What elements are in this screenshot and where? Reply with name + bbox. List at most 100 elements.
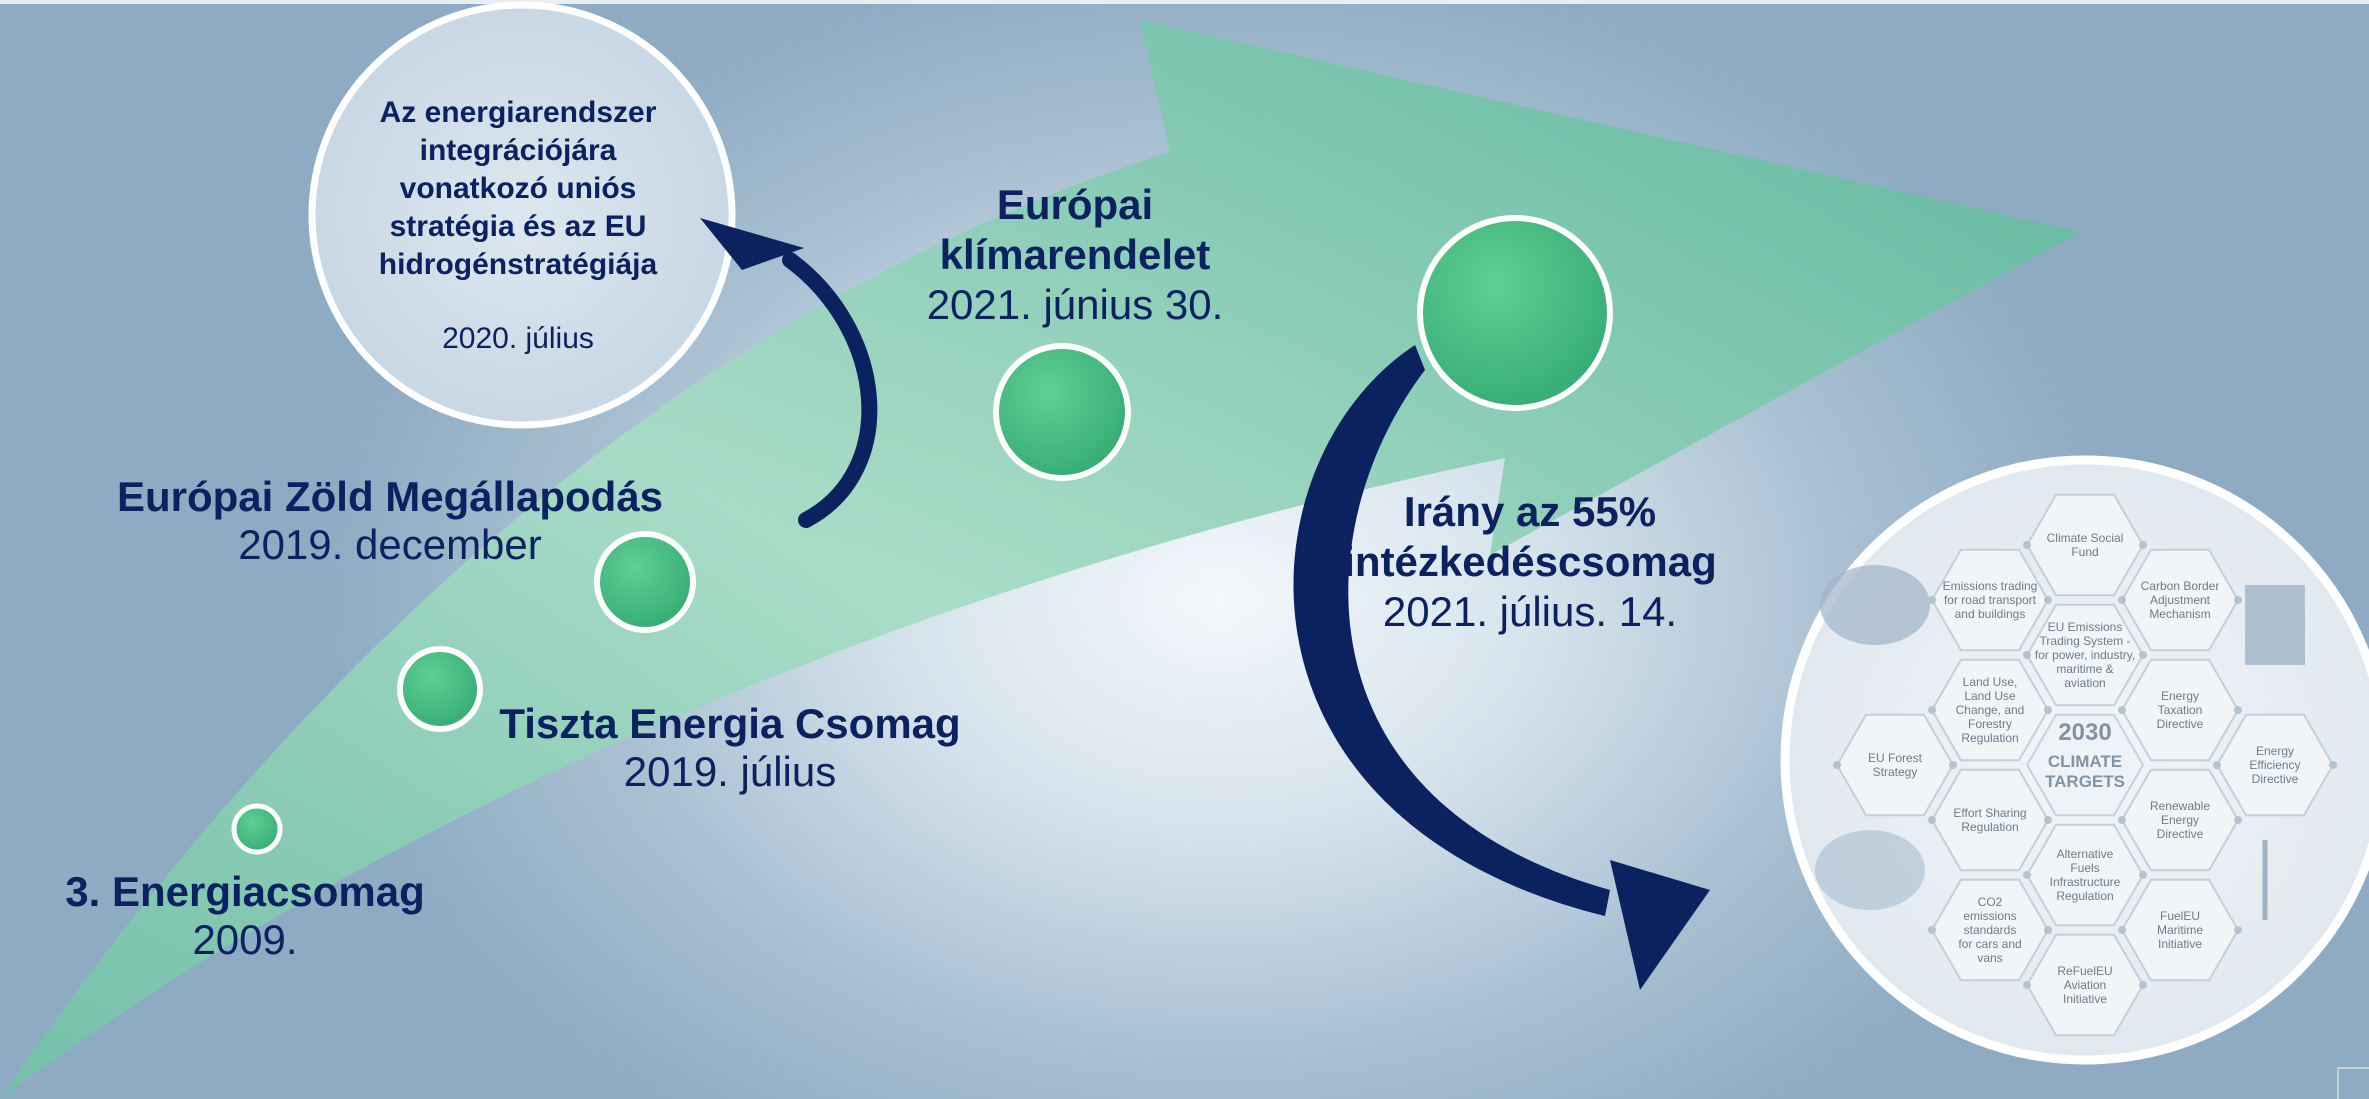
milestone-title-line-1: Irány az 55%: [1403, 488, 1657, 535]
bubble-arrow-shaft: [782, 252, 878, 528]
milestone-date: 2009.: [192, 916, 298, 963]
hex-label: Aviation: [2064, 978, 2106, 992]
hex-label: Mechanism: [2149, 607, 2210, 621]
hex-label: Alternative: [2057, 847, 2114, 861]
hex-label: Change, and: [1956, 703, 2025, 717]
hex-label: Efficiency: [2249, 758, 2300, 772]
hex-label: maritime &: [2056, 662, 2113, 676]
hex-node: [2023, 871, 2031, 879]
hex-node: [2023, 651, 2031, 659]
milestone-dot-2019-jul: [397, 646, 483, 732]
targets-arrow-body: [1293, 345, 1610, 916]
hex-label: Maritime: [2157, 923, 2203, 937]
targets-arrow-head: [1610, 860, 1710, 990]
hex-node: [1928, 706, 1936, 714]
hex-node: [2118, 816, 2126, 824]
hex-center-line-2: CLIMATE: [2048, 752, 2122, 771]
hex-node: [2213, 761, 2221, 769]
bubble-line-4: stratégia és az EU: [389, 210, 647, 243]
hex-node: [2118, 926, 2126, 934]
hex-node: [2044, 926, 2052, 934]
hex-label: Land Use: [1964, 689, 2016, 703]
hex-label: for power, industry,: [2035, 648, 2136, 662]
hex-label: Land Use,: [1963, 675, 2018, 689]
hex-label: Energy: [2161, 689, 2199, 703]
milestone-label-2019-dec: Európai Zöld Megállapodás 2019. december: [110, 473, 670, 569]
hex-node: [1949, 761, 1957, 769]
hex-node: [1928, 596, 1936, 604]
milestone-title: 3. Energiacsomag: [65, 868, 425, 915]
hex-label: Carbon Border: [2141, 579, 2220, 593]
hex-node: [2023, 541, 2031, 549]
strategy-bubble-text: Az energiarendszer integrációjára vonatk…: [318, 94, 718, 358]
hex-label: standards: [1964, 923, 2017, 937]
hex-label: Regulation: [2056, 889, 2113, 903]
hex-label: Directive: [2157, 827, 2204, 841]
milestone-date: 2019. július: [623, 748, 837, 795]
hex-label: Initiative: [2158, 937, 2202, 951]
bubble-line-5: hidrogénstratégiája: [378, 248, 658, 281]
hex-node: [2044, 706, 2052, 714]
hex-node: [2234, 926, 2242, 934]
top-border: [0, 0, 2369, 4]
hex-center-line-3: TARGETS: [2045, 772, 2125, 791]
milestone-date: 2021. június 30.: [926, 281, 1224, 328]
hex-label: for road transport: [1944, 593, 2037, 607]
hex-node: [1928, 926, 1936, 934]
hex-label: aviation: [2064, 676, 2105, 690]
hex-label: Effort Sharing: [1953, 806, 2026, 820]
hex-label: Fuels: [2070, 861, 2099, 875]
hex-label: CO2: [1978, 895, 2003, 909]
corner-marker: [2337, 1067, 2369, 1099]
hex-node: [2329, 761, 2337, 769]
hex-label: ReFuelEU: [2057, 964, 2112, 978]
hex-node: [2044, 596, 2052, 604]
hex-label: Infrastructure: [2050, 875, 2121, 889]
milestone-dot-2019-dec: [594, 531, 696, 633]
milestone-date: 2019. december: [238, 521, 542, 568]
milestone-dot-2021-jun: [993, 343, 1131, 481]
milestone-title: Európai Zöld Megállapodás: [116, 473, 664, 520]
hex-node: [2023, 981, 2031, 989]
bubble-line-2: integrációjára: [419, 134, 617, 167]
hex-label: EU Forest: [1868, 751, 1923, 765]
hex-node: [2139, 981, 2147, 989]
hex-node: [2139, 871, 2147, 879]
hex-node: [2234, 706, 2242, 714]
milestone-label-2009: 3. Energiacsomag 2009.: [40, 868, 450, 964]
hex-label: FuelEU: [2160, 909, 2200, 923]
bubble-date: 2020. július: [442, 322, 594, 355]
hex-node: [2139, 541, 2147, 549]
hex-label: and buildings: [1955, 607, 2026, 621]
hex-label: Strategy: [1873, 765, 1918, 779]
hex-label: Renewable: [2150, 799, 2210, 813]
hex-label: Adjustment: [2150, 593, 2211, 607]
hex-label: EU Emissions: [2048, 620, 2123, 634]
hex-node: [2044, 816, 2052, 824]
milestone-date: 2021. július. 14.: [1382, 588, 1678, 635]
hex-label: vans: [1977, 951, 2002, 965]
hex-node: [1928, 816, 1936, 824]
milestone-label-2019-jul: Tiszta Energia Csomag 2019. július: [490, 700, 970, 796]
hex-label: Energy: [2256, 744, 2294, 758]
bubble-line-3: vonatkozó uniós: [399, 172, 637, 205]
milestone-title-line-1: Európai: [996, 181, 1154, 228]
hex-node: [2234, 596, 2242, 604]
hex-node: [2139, 651, 2147, 659]
hex-label: Directive: [2252, 772, 2299, 786]
hex-label: Taxation: [2158, 703, 2203, 717]
hex-center-year: 2030: [2058, 719, 2111, 746]
bubble-line-1: Az energiarendszer: [379, 96, 657, 129]
strategy-bubble: [308, 1, 736, 429]
hex-label: Fund: [2071, 545, 2098, 559]
hex-label: Climate Social: [2047, 531, 2124, 545]
milestone-title-line-2: intézkedéscsomag: [1343, 538, 1717, 585]
hex-center: [2025, 713, 2145, 817]
hex-label: for cars and: [1958, 937, 2021, 951]
hex-label: Trading System -: [2040, 634, 2131, 648]
illustration-plane: [1815, 830, 1925, 910]
milestone-dot-2021-jul: [1417, 215, 1613, 411]
milestone-title-line-2: klímarendelet: [939, 231, 1211, 278]
hex-label: Energy: [2161, 813, 2199, 827]
